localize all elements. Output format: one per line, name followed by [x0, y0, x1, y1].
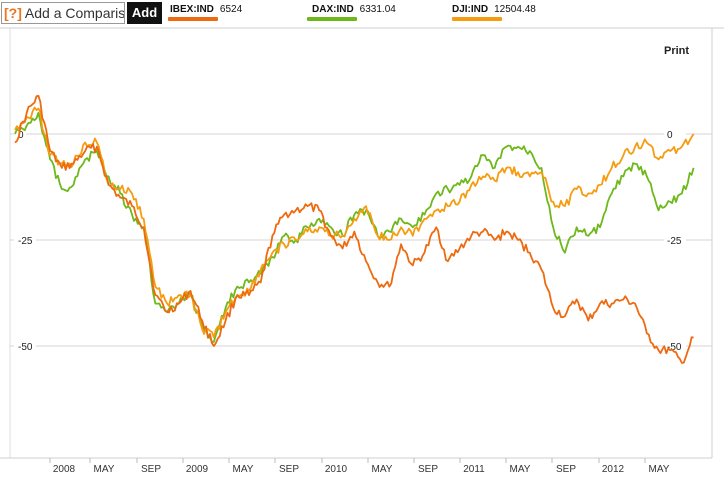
x-tick-label: SEP [418, 464, 438, 475]
y-label-bg [14, 338, 36, 352]
chart-toolbar: [?]Add a Comparison Add IBEX:IND 6524 DAX… [0, 0, 724, 28]
series-line-dji [14, 106, 695, 339]
y-tick-label-left: 0 [18, 130, 24, 141]
x-tick-label: 2008 [53, 464, 76, 475]
x-tick-label: MAY [372, 464, 393, 475]
y-label-bg [664, 232, 686, 246]
x-tick-label: SEP [279, 464, 299, 475]
help-icon[interactable]: [?] [4, 5, 22, 21]
legend-symbol: IBEX:IND [170, 4, 214, 15]
x-tick-label: SEP [556, 464, 576, 475]
x-tick-label: MAY [510, 464, 531, 475]
x-tick-label: MAY [94, 464, 115, 475]
x-tick-label: 2011 [463, 464, 485, 475]
x-tick-label: 2010 [325, 464, 348, 475]
legend-symbol: DAX:IND [312, 4, 354, 15]
y-tick-label-left: -50 [18, 342, 33, 353]
legend-value: 6524 [219, 4, 243, 15]
x-tick-label: 2012 [602, 464, 625, 475]
legend-value: 6331.04 [359, 4, 396, 15]
legend-value: 12504.48 [494, 4, 536, 15]
legend-swatch-ibex [168, 17, 218, 21]
y-tick-label-left: -25 [18, 236, 33, 247]
y-label-bg [664, 126, 686, 140]
y-tick-label-right: -25 [667, 236, 682, 247]
y-tick-label-right: 0 [667, 130, 673, 141]
legend-swatch-dji [452, 17, 502, 21]
x-tick-label: MAY [233, 464, 254, 475]
x-tick-label: 2009 [186, 464, 209, 475]
legend-item-ibex[interactable]: IBEX:IND 6524 [170, 4, 242, 16]
y-tick-label-right: -50 [667, 342, 682, 353]
legend-swatch-dax [307, 17, 357, 21]
y-label-bg [14, 232, 36, 246]
add-comparison-placeholder: Add a Comparison [24, 5, 125, 21]
legend-symbol: DJI:IND [452, 4, 489, 15]
x-tick-label: MAY [649, 464, 670, 475]
add-comparison-input[interactable]: [?]Add a Comparison [1, 2, 125, 24]
series-line-dax [14, 111, 695, 343]
legend-item-dji[interactable]: DJI:IND 12504.48 [452, 4, 536, 16]
series-line-ibex [14, 94, 694, 364]
add-button[interactable]: Add [127, 2, 162, 24]
x-tick-label: SEP [141, 464, 161, 475]
print-link[interactable]: Print [664, 45, 690, 57]
legend-item-dax[interactable]: DAX:IND 6331.04 [312, 4, 396, 16]
